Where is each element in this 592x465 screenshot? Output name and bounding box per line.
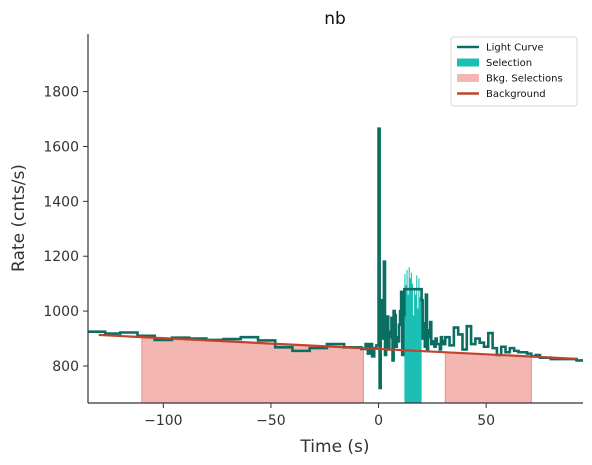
legend-swatch xyxy=(457,58,479,67)
x-tick-label: −100 xyxy=(144,413,182,429)
x-tick-label: 0 xyxy=(374,413,383,429)
axes xyxy=(87,34,583,404)
bkg-selection-2 xyxy=(444,351,532,404)
legend-swatch xyxy=(457,74,479,82)
y-tick-label: 1600 xyxy=(43,139,79,155)
y-tick-label: 1800 xyxy=(43,85,79,101)
chart-title: nb xyxy=(324,9,346,29)
y-tick-label: 1000 xyxy=(43,304,79,320)
y-axis-ticks: 800 1000 1200 1400 1600 1800 xyxy=(43,85,88,375)
background-line xyxy=(98,333,577,360)
selection xyxy=(404,267,422,403)
legend: Light Curve Selection Bkg. Selections Backg… xyxy=(450,36,578,107)
y-tick-label: 1200 xyxy=(43,249,79,265)
legend-label: Bkg. Selections xyxy=(486,74,563,85)
y-tick-label: 800 xyxy=(52,359,79,375)
x-tick-label: 50 xyxy=(477,413,495,429)
legend-box xyxy=(450,36,578,107)
legend-label: Selection xyxy=(486,58,532,69)
legend-label: Background xyxy=(486,89,546,100)
background-layer xyxy=(98,333,577,360)
y-axis-title: Rate (cnts/s) xyxy=(9,164,29,272)
plot-area xyxy=(88,127,583,404)
x-tick-label: −50 xyxy=(256,413,286,429)
x-axis-ticks: −100 −50 0 50 xyxy=(144,403,495,429)
x-axis-title: Time (s) xyxy=(299,437,369,457)
legend-label: Light Curve xyxy=(486,43,544,54)
selection-area xyxy=(404,267,422,403)
y-tick-label: 1400 xyxy=(43,194,79,210)
